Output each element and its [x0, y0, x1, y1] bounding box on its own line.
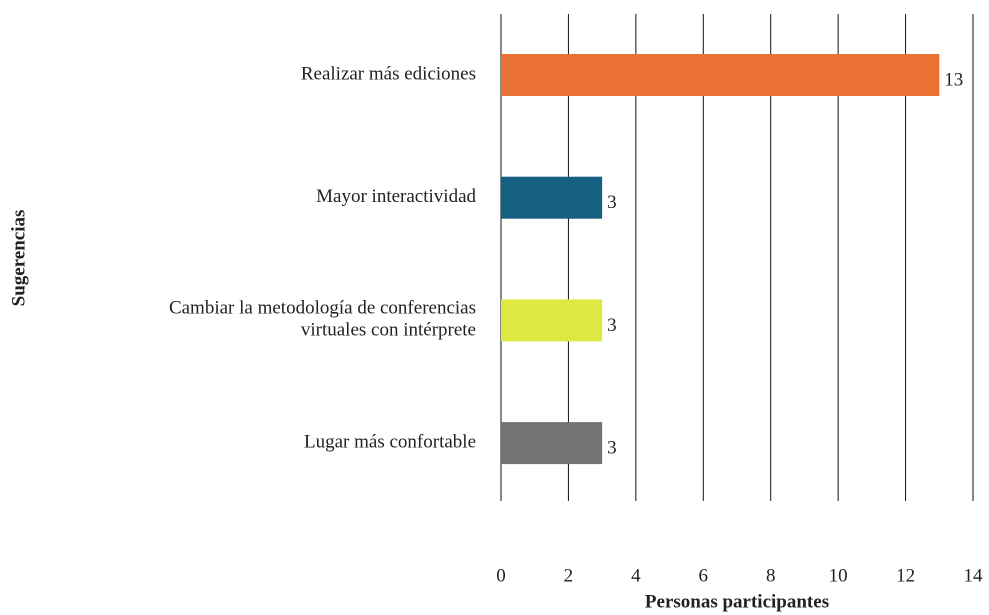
bar: [501, 54, 940, 96]
x-tick-label: 12: [896, 565, 915, 586]
x-tick-label: 10: [829, 565, 848, 586]
bar: [501, 422, 603, 465]
x-tick-label: 6: [699, 565, 709, 586]
x-axis-label: Personas participantes: [645, 591, 829, 612]
value-label: 3: [607, 437, 617, 458]
value-label: 13: [944, 69, 963, 90]
bar: [501, 176, 603, 219]
x-tick-label: 2: [564, 565, 574, 586]
x-tick-label: 0: [496, 565, 506, 586]
bar: [501, 299, 603, 342]
value-label: 3: [607, 192, 617, 213]
y-tick-label: Lugar más confortable: [304, 431, 476, 452]
x-tick-label: 4: [631, 565, 641, 586]
y-tick-label: Cambiar la metodología de conferencias vi…: [169, 298, 476, 341]
y-tick-label: Realizar más ediciones: [301, 63, 476, 84]
y-tick-label: Mayor interactividad: [316, 186, 476, 207]
x-tick-label: 14: [964, 565, 984, 586]
x-tick-label: 8: [766, 565, 776, 586]
y-axis-label: Sugerencias: [8, 210, 29, 307]
value-label: 3: [607, 315, 617, 336]
